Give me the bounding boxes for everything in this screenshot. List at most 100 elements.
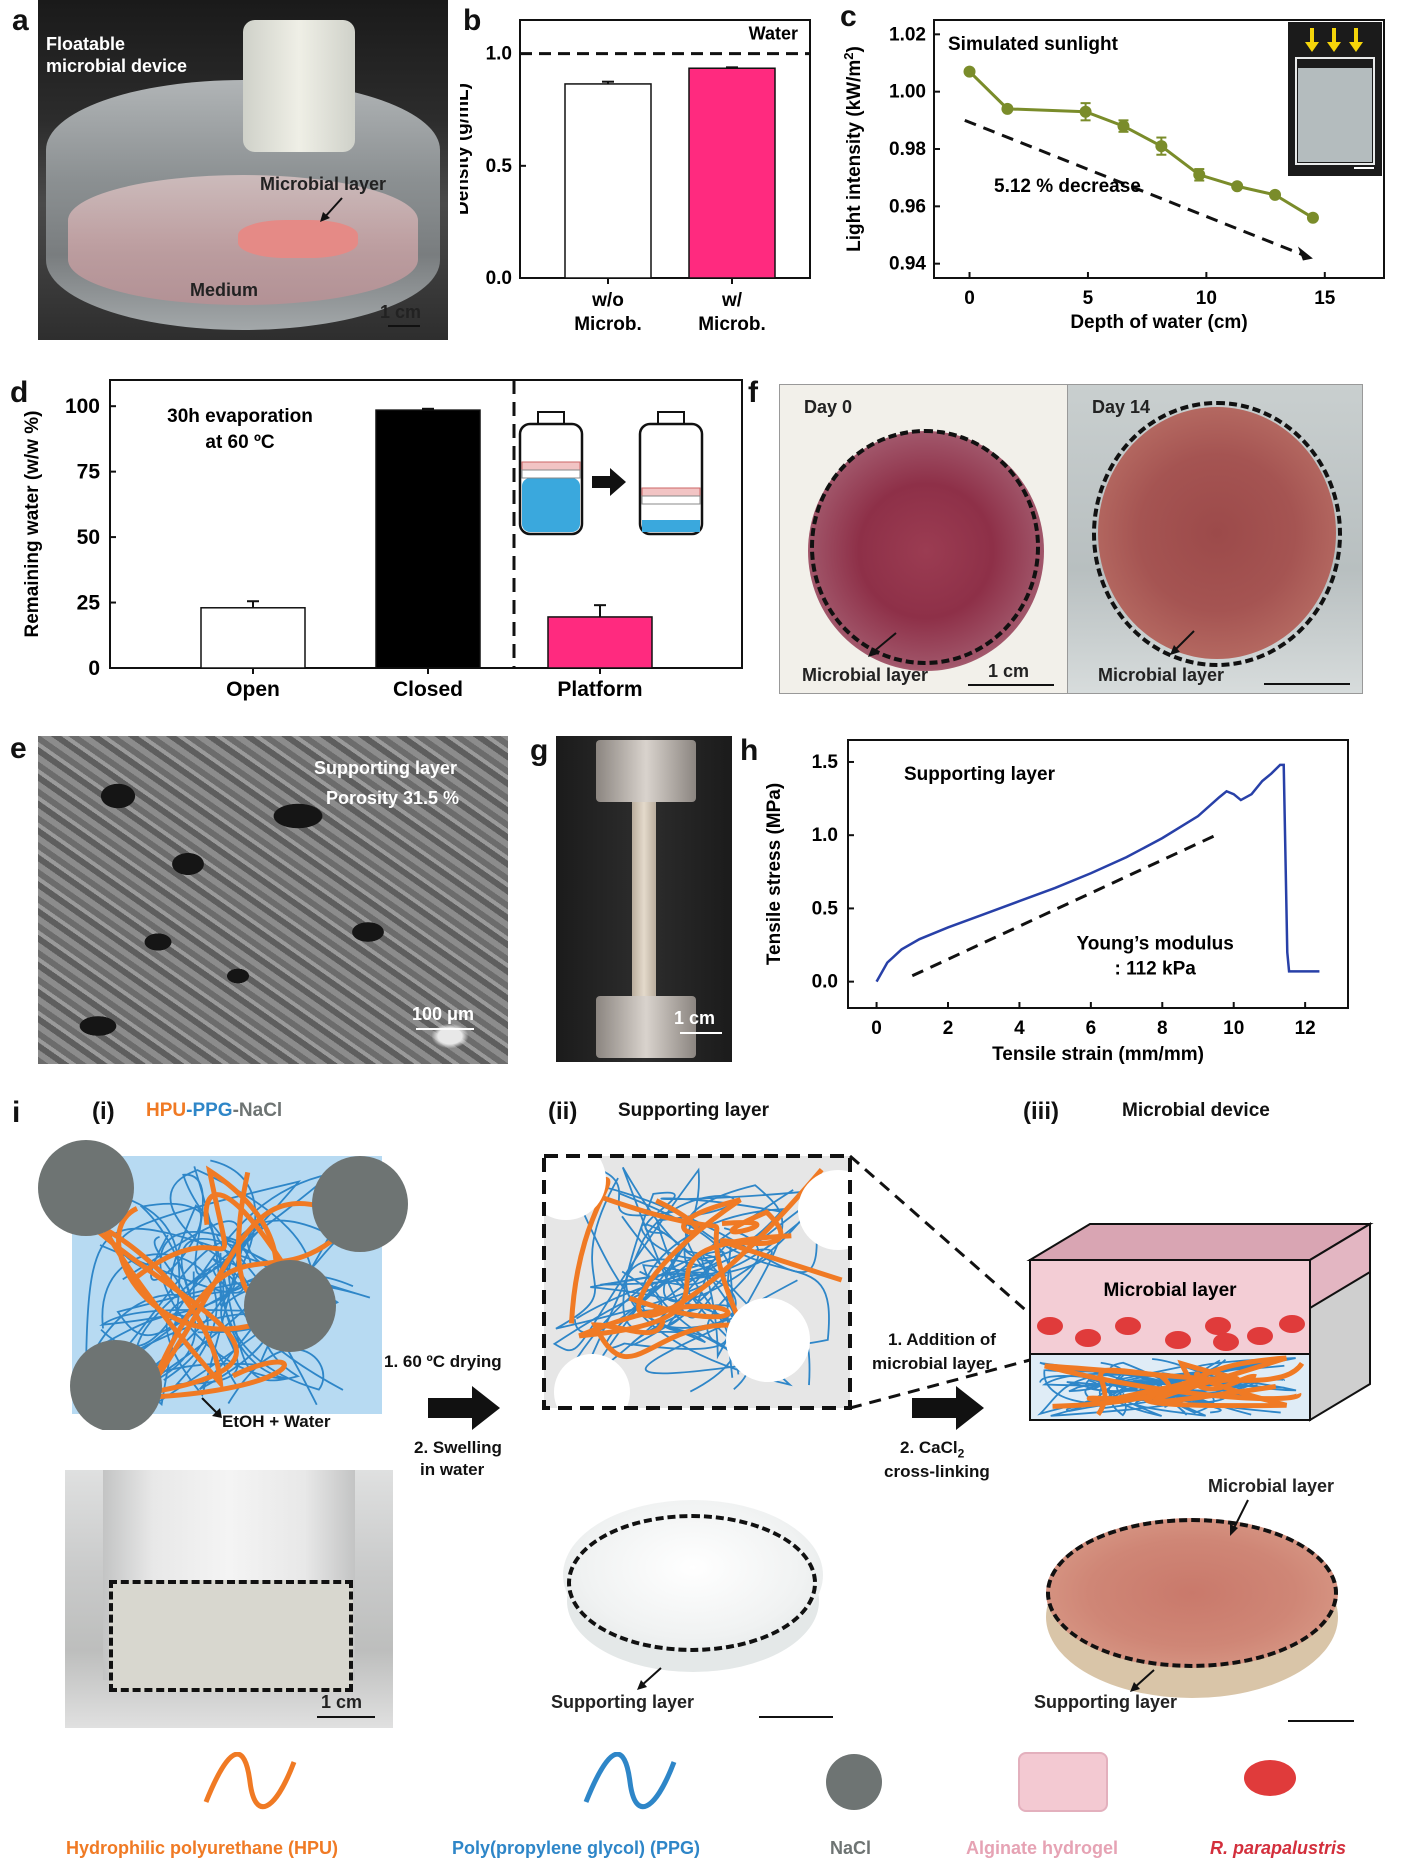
- y-tick-label: 0: [88, 657, 100, 680]
- x-tick-label: Closed: [393, 678, 463, 701]
- annotation-trend: 5.12 % decrease: [994, 176, 1141, 197]
- bar: [688, 67, 776, 279]
- y-axis-label: Density (g/mL): [460, 83, 473, 215]
- step3-title: Microbial device: [1122, 1100, 1270, 1121]
- x-tick-label: 6: [1086, 1018, 1097, 1039]
- y-tick-label: 0.96: [889, 196, 926, 217]
- panel-e-title: Supporting layer: [314, 758, 458, 778]
- photo3-arrow-top: [1230, 1499, 1249, 1536]
- ppg-fiber: [555, 1177, 731, 1330]
- panel-label-e: e: [10, 732, 27, 765]
- photo2-scale-bar: [759, 1716, 833, 1718]
- step1-label: (i): [92, 1098, 115, 1125]
- day0-scale-bar: [968, 684, 1054, 686]
- sample-block: [109, 1580, 353, 1692]
- photo3-label-bottom: Supporting layer: [1034, 1692, 1178, 1712]
- y-tick-label: 1.02: [889, 24, 926, 45]
- specimen: [632, 802, 656, 998]
- etoh-arrow: [201, 1397, 222, 1418]
- nacl-particle: [38, 1140, 134, 1236]
- panel-label-a: a: [12, 4, 29, 37]
- panel-label-h: h: [740, 734, 759, 767]
- bottle-cap: [537, 411, 565, 425]
- bar: [564, 83, 652, 279]
- y-tick-label: 25: [77, 592, 101, 615]
- bottle-water: [522, 478, 580, 532]
- x-tick-label: w/o: [591, 290, 624, 311]
- ppg-fiber: [557, 1175, 818, 1333]
- support-dashed-ellipse: [567, 1514, 817, 1652]
- photo2-arrow: [637, 1667, 662, 1690]
- panel-label-f: f: [748, 376, 758, 409]
- hpu-fiber: [133, 1165, 279, 1301]
- bottle-microbial-layer: [641, 487, 701, 497]
- y-tick-label: 1.00: [889, 82, 926, 103]
- support-dashed-box: [542, 1154, 852, 1410]
- legend-bacteria-icon: [1244, 1760, 1296, 1796]
- panel-e-porosity: Porosity 31.5 %: [326, 788, 460, 808]
- photo3-scale-bar: [1288, 1720, 1354, 1722]
- y-axis-label: Remaining water (w/w %): [22, 411, 43, 638]
- nacl-particle: [312, 1156, 408, 1252]
- arrow2-sub: 2: [957, 1446, 965, 1461]
- x-axis-label: Depth of water (cm): [1070, 312, 1247, 333]
- bacterium: [1037, 1317, 1063, 1335]
- day0-dashed-circle: [810, 429, 1040, 665]
- plot-frame: [847, 739, 1349, 1009]
- nacl-particle: [244, 1260, 336, 1352]
- data-point: [963, 65, 976, 78]
- step1-dash2: -: [232, 1100, 239, 1121]
- x-tick-label: 4: [1014, 1018, 1025, 1039]
- arrow1-text-2: 2. Swelling: [414, 1438, 502, 1457]
- hpu-fiber: [578, 1233, 792, 1339]
- pore: [554, 1354, 630, 1430]
- bacterium: [1165, 1331, 1191, 1349]
- panel-g-scale-label: 1 cm: [674, 1008, 716, 1028]
- arrow1-text-3: in water: [420, 1460, 485, 1479]
- panel-a-title-2: microbial device: [46, 56, 188, 76]
- x-tick-label: 10: [1223, 1018, 1244, 1039]
- bottle-water-remaining: [642, 520, 700, 532]
- day14-arrow: [1170, 630, 1195, 655]
- panel-a-title-1: Floatable: [46, 34, 126, 54]
- panel-a-scale-label: 1 cm: [380, 302, 422, 322]
- data-point: [1306, 211, 1319, 224]
- bacterium: [1115, 1317, 1141, 1335]
- panel-f-day0-photo: Day 0 Microbial layer 1 cm: [779, 384, 1069, 694]
- arrow2-cacl: 2. CaCl: [900, 1438, 958, 1457]
- chart-h: 0 2 4 6 8 10 12 0.0 0.5 1.0 1.5 Supporting layer You…: [764, 739, 1349, 1065]
- sun-arrow-head: [1305, 42, 1319, 52]
- panel-i-photo-1: 1 cm: [65, 1470, 393, 1728]
- x-tick-label: w/: [721, 290, 743, 311]
- data-point: [1155, 140, 1168, 153]
- sample-dashed-box: [109, 1580, 353, 1692]
- day14-label: Day 14: [1092, 397, 1151, 417]
- bottle-support-layer: [641, 495, 701, 505]
- plot-frame: [519, 19, 811, 279]
- x-tick-label: 2: [943, 1018, 954, 1039]
- arrow1-text-1: 1. 60 ºC drying: [384, 1352, 502, 1371]
- stress-strain-curve: [875, 763, 1320, 983]
- arrow2-text-3: 2. CaCl2: [900, 1438, 964, 1460]
- legend-hpu-label: Hydrophilic polyurethane (HPU): [66, 1838, 339, 1858]
- annotation-line-2: at 60 ºC: [205, 432, 275, 453]
- day0-layer-label: Microbial layer: [802, 665, 929, 685]
- hpu-fiber: [1143, 1371, 1288, 1409]
- step1-dash1: -: [186, 1100, 193, 1121]
- legend-ppg-label: Poly(propylene glycol) (PPG): [452, 1838, 701, 1858]
- x-tick-label: 12: [1295, 1018, 1316, 1039]
- y-tick-label: 100: [65, 395, 100, 418]
- inset-beaker: [1295, 57, 1375, 165]
- arrow2-text-1: 1. Addition of: [888, 1330, 996, 1349]
- panel-label-g: g: [530, 734, 549, 767]
- zoom-line-top: [849, 1154, 1031, 1316]
- day14-dashed-circle: [1092, 401, 1342, 667]
- arrow2: [912, 1386, 984, 1430]
- annotation-line-1: 30h evaporation: [167, 406, 313, 427]
- step1-ppg: PPG: [192, 1100, 233, 1121]
- legend-alginate-label: Alginate hydrogel: [966, 1838, 1119, 1858]
- annotation-line-1: Young’s modulus: [1077, 933, 1234, 954]
- x-tick-label: Microb.: [698, 314, 766, 335]
- pore: [726, 1298, 810, 1382]
- y-tick-label: 75: [77, 461, 101, 484]
